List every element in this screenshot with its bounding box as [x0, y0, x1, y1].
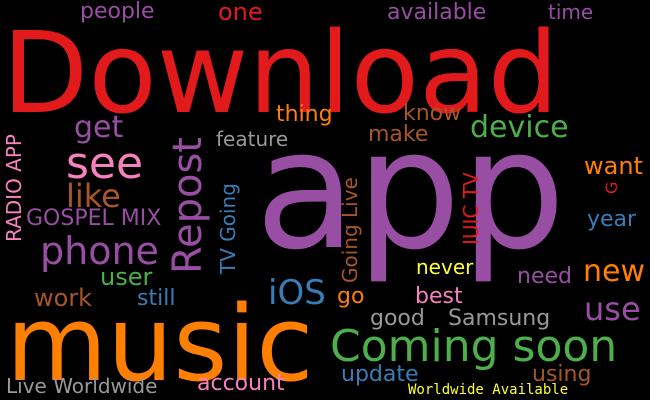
word-repost: Repost [165, 137, 211, 274]
word-app: app [255, 94, 566, 286]
word-tv-going: TV Going [216, 183, 240, 274]
word-work: work [34, 284, 93, 312]
word-update: update [341, 362, 419, 387]
word-user: user [100, 263, 153, 291]
word-feature: feature [216, 127, 289, 151]
word-coming-soon: Coming soon [330, 321, 618, 372]
word-like: like [66, 177, 121, 215]
word-samsung: Samsung [448, 306, 551, 331]
word-using: using [532, 362, 592, 387]
word-going-live: Going Live [338, 177, 362, 283]
word-account: account [197, 371, 285, 396]
word-gospel-mix: GOSPEL MIX [26, 206, 162, 231]
word-iuic-tv: IUIC TV [459, 172, 483, 245]
word-see: see [66, 138, 144, 189]
word-available: available [387, 0, 487, 25]
word-get: get [74, 110, 124, 145]
word-worldwide-available: Worldwide Available [408, 382, 569, 398]
word-music: music [6, 283, 314, 400]
word-best: best [415, 284, 463, 309]
word-use: use [584, 290, 641, 328]
word-ios: iOS [268, 273, 326, 313]
word-radio-app: RADIO APP [2, 134, 26, 242]
word-time: time [548, 0, 594, 24]
word-good: good [370, 306, 425, 331]
word-download: Download [2, 9, 559, 139]
word-still: still [137, 286, 176, 311]
word-need: need [517, 264, 572, 289]
word-device: device [470, 110, 569, 145]
word-live-worldwide: Live Worldwide [6, 374, 158, 398]
word-year: year [587, 207, 637, 232]
word-go: go [337, 284, 365, 309]
word-want: want [584, 152, 643, 180]
word-people: people [80, 0, 155, 24]
word-new: new [583, 254, 646, 289]
word-make: make [368, 122, 429, 147]
word-know: know [403, 101, 462, 126]
word-never: never [416, 255, 474, 279]
word-thing: thing [276, 102, 333, 127]
word-phone: phone [40, 229, 159, 273]
word-one: one [218, 0, 263, 26]
word-g: G [602, 181, 621, 194]
